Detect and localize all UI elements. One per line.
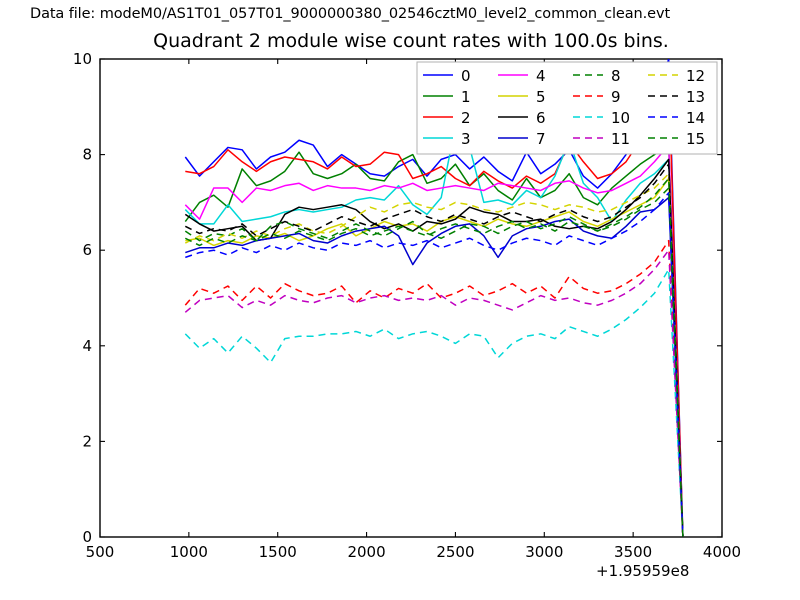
series-line-1: [184, 144, 684, 537]
legend-label-11[interactable]: 11: [611, 130, 630, 148]
series-line-9: [184, 239, 684, 537]
series-line-2: [185, 72, 684, 537]
x-tick-label: 1500: [259, 543, 297, 561]
series-line-0: [184, 59, 684, 537]
legend-label-8[interactable]: 8: [611, 67, 621, 85]
series-line-8: [184, 187, 684, 537]
legend-label-9[interactable]: 9: [611, 88, 621, 106]
legend-label-0[interactable]: 0: [461, 67, 471, 85]
chart-title: Quadrant 2 module wise count rates with …: [153, 30, 669, 52]
legend-label-6[interactable]: 6: [536, 109, 546, 127]
legend-label-1[interactable]: 1: [461, 88, 471, 106]
x-tick-label: 3000: [525, 543, 563, 561]
series-line-14: [185, 192, 684, 537]
y-tick-label: 8: [82, 146, 92, 164]
legend-label-15[interactable]: 15: [686, 130, 705, 148]
x-tick-label: 4000: [703, 543, 741, 561]
legend-label-14[interactable]: 14: [686, 109, 705, 127]
legend-label-10[interactable]: 10: [611, 109, 630, 127]
y-tick-label: 6: [82, 241, 92, 259]
series-line-5: [185, 177, 684, 537]
series-line-7: [185, 196, 684, 537]
legend-label-5[interactable]: 5: [536, 88, 546, 106]
series-line-11: [184, 249, 684, 537]
series-group: [184, 59, 684, 537]
x-tick-label: 500: [86, 543, 115, 561]
series-line-4: [184, 144, 684, 537]
legend-label-13[interactable]: 13: [686, 88, 705, 106]
x-axis-offset-label: +1.95959e8: [596, 562, 690, 580]
x-tick-label: 2500: [436, 543, 474, 561]
y-tick-label: 10: [73, 50, 92, 68]
x-tick-label: 1000: [170, 543, 208, 561]
x-tick-label: 3500: [614, 543, 652, 561]
legend-label-7[interactable]: 7: [536, 130, 546, 148]
legend-label-12[interactable]: 12: [686, 67, 705, 85]
series-line-10: [184, 268, 684, 537]
series-line-15: [184, 177, 684, 537]
legend-label-3[interactable]: 3: [461, 130, 471, 148]
y-tick-label: 2: [82, 432, 92, 450]
series-line-3: [184, 125, 684, 537]
legend-label-2[interactable]: 2: [461, 109, 471, 127]
legend-label-4[interactable]: 4: [536, 67, 546, 85]
y-tick-label: 4: [82, 337, 92, 355]
y-tick-label: 0: [82, 528, 92, 546]
x-tick-label: 2000: [347, 543, 385, 561]
data-file-label: Data file: modeM0/AS1T01_057T01_90000003…: [30, 6, 671, 22]
